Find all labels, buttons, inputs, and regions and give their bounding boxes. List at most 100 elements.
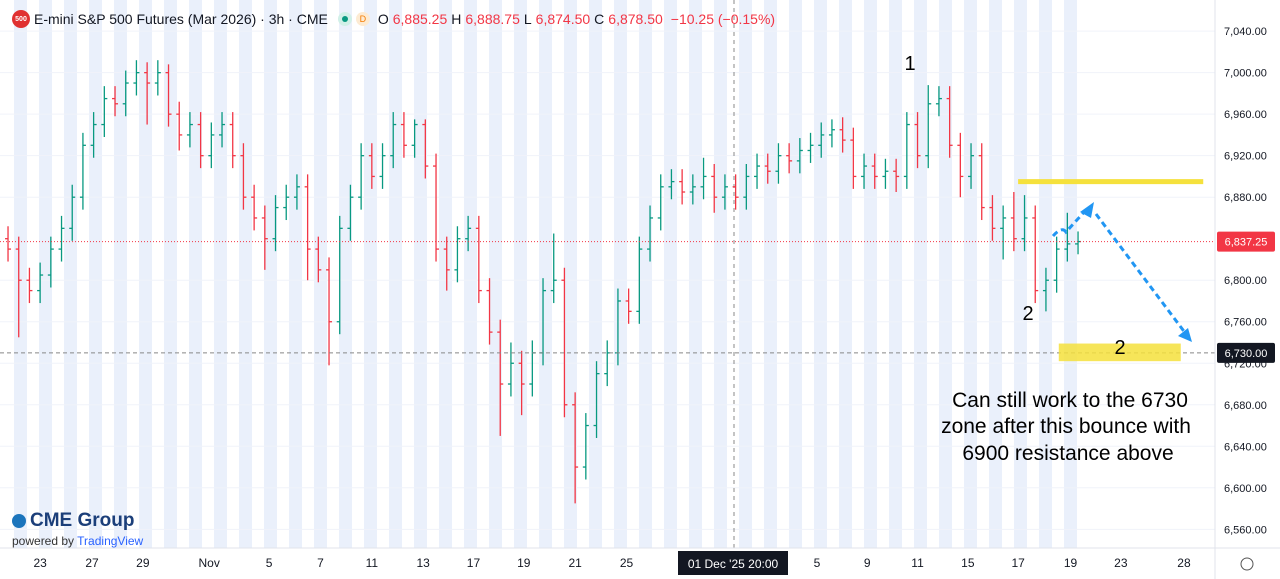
session-stripe bbox=[739, 0, 752, 548]
session-stripe bbox=[964, 0, 977, 548]
session-stripe bbox=[164, 0, 177, 548]
x-tick-label: 19 bbox=[1064, 556, 1078, 570]
level-label: 6,730.00 bbox=[1225, 348, 1268, 360]
x-tick-label: 21 bbox=[568, 556, 582, 570]
y-tick-label: 6,680.00 bbox=[1224, 400, 1267, 412]
session-stripe bbox=[489, 0, 502, 548]
y-tick-label: 7,000.00 bbox=[1224, 68, 1267, 80]
target-zone bbox=[1058, 343, 1181, 362]
wave-label: 2 bbox=[1114, 337, 1125, 359]
y-tick-label: 6,880.00 bbox=[1224, 192, 1267, 204]
session-stripe bbox=[464, 0, 477, 548]
y-tick-label: 6,600.00 bbox=[1224, 483, 1267, 495]
projection-arrow bbox=[1051, 208, 1188, 335]
o-value: 6,885.25 bbox=[392, 11, 448, 27]
x-tick-label: 28 bbox=[1177, 556, 1191, 570]
session-stripe bbox=[64, 0, 77, 548]
c-label: C bbox=[594, 11, 605, 27]
session-stripe bbox=[914, 0, 927, 548]
x-tick-label: 17 bbox=[1011, 556, 1025, 570]
session-stripe bbox=[414, 0, 427, 548]
brand-text: CME Group bbox=[30, 510, 135, 531]
wave-label: 1 bbox=[904, 53, 915, 75]
session-stripe bbox=[614, 0, 627, 548]
arrow-head bbox=[1080, 202, 1094, 218]
x-tick-label: 5 bbox=[266, 556, 273, 570]
y-tick-label: 6,960.00 bbox=[1224, 109, 1267, 121]
session-stripe bbox=[264, 0, 277, 548]
session-stripe bbox=[314, 0, 327, 548]
logo: 500 bbox=[12, 10, 30, 28]
y-tick-label: 6,640.00 bbox=[1224, 441, 1267, 453]
session-stripe bbox=[589, 0, 602, 548]
x-tick-label: 17 bbox=[467, 556, 481, 570]
session-stripe bbox=[339, 0, 352, 548]
note-line: Can still work to the 6730 bbox=[952, 389, 1188, 412]
crosshair-label: 01 Dec '25 20:00 bbox=[688, 557, 779, 571]
session-stripe bbox=[389, 0, 402, 548]
o-label: O bbox=[377, 11, 389, 27]
symbol-title[interactable]: E-mini S&P 500 Futures (Mar 2026) · 3h ·… bbox=[34, 11, 328, 27]
level-label-box bbox=[1217, 342, 1275, 363]
session-stripe bbox=[564, 0, 577, 548]
brand-icon bbox=[12, 514, 26, 528]
session-stripe bbox=[1014, 0, 1027, 548]
brand: CME Group bbox=[12, 510, 143, 532]
session-stripe bbox=[864, 0, 877, 548]
session-stripe bbox=[814, 0, 827, 548]
legend: 500 E-mini S&P 500 Futures (Mar 2026) · … bbox=[12, 10, 775, 28]
branding: CME Group powered by TradingView bbox=[12, 510, 143, 548]
session-stripe bbox=[764, 0, 777, 548]
badge: D bbox=[355, 12, 370, 26]
session-stripe bbox=[714, 0, 727, 548]
x-tick-label: 23 bbox=[1114, 556, 1128, 570]
x-tick-label: 23 bbox=[33, 556, 47, 570]
session-stripe bbox=[639, 0, 652, 548]
y-tick-label: 6,800.00 bbox=[1224, 275, 1267, 287]
note-line: zone after this bounce with bbox=[941, 415, 1191, 438]
x-tick-label: 27 bbox=[85, 556, 99, 570]
l-value: 6,874.50 bbox=[535, 11, 591, 27]
x-tick-label: 29 bbox=[136, 556, 150, 570]
session-stripe bbox=[364, 0, 377, 548]
session-stripe bbox=[139, 0, 152, 548]
x-tick-label: 13 bbox=[417, 556, 431, 570]
c-value: 6,878.50 bbox=[608, 11, 663, 27]
powered-by: powered by bbox=[12, 534, 75, 548]
x-tick-label: Nov bbox=[199, 556, 220, 570]
h-value: 6,888.75 bbox=[465, 11, 520, 27]
x-tick-label: 11 bbox=[911, 556, 924, 570]
session-stripe bbox=[14, 0, 27, 548]
session-stripe bbox=[189, 0, 202, 548]
x-tick-label: 11 bbox=[366, 556, 379, 570]
x-tick-label: 5 bbox=[814, 556, 821, 570]
y-tick-label: 6,920.00 bbox=[1224, 151, 1267, 163]
session-stripe bbox=[839, 0, 852, 548]
l-label: L bbox=[523, 11, 532, 27]
session-stripe bbox=[664, 0, 677, 548]
settings-icon[interactable] bbox=[1240, 557, 1254, 571]
x-tick-label: 7 bbox=[317, 556, 324, 570]
note-line: 6900 resistance above bbox=[962, 442, 1173, 465]
session-stripe bbox=[439, 0, 452, 548]
session-stripe bbox=[889, 0, 902, 548]
session-stripe bbox=[939, 0, 952, 548]
session-stripe bbox=[539, 0, 552, 548]
session-stripe bbox=[1064, 0, 1077, 548]
session-stripe bbox=[989, 0, 1002, 548]
session-stripe bbox=[789, 0, 802, 548]
session-stripe bbox=[289, 0, 302, 548]
session-stripe bbox=[39, 0, 52, 548]
x-tick-label: 19 bbox=[517, 556, 531, 570]
change: −10.25 (−0.15%) bbox=[670, 11, 776, 27]
h-label: H bbox=[451, 11, 462, 27]
session-stripe bbox=[239, 0, 252, 548]
crosshair-box bbox=[678, 551, 788, 575]
tv-link[interactable]: TradingView bbox=[77, 534, 144, 548]
status-dot bbox=[337, 12, 352, 26]
session-stripe bbox=[89, 0, 102, 548]
x-tick-label: 15 bbox=[961, 556, 975, 570]
y-tick-label: 6,560.00 bbox=[1224, 524, 1267, 536]
